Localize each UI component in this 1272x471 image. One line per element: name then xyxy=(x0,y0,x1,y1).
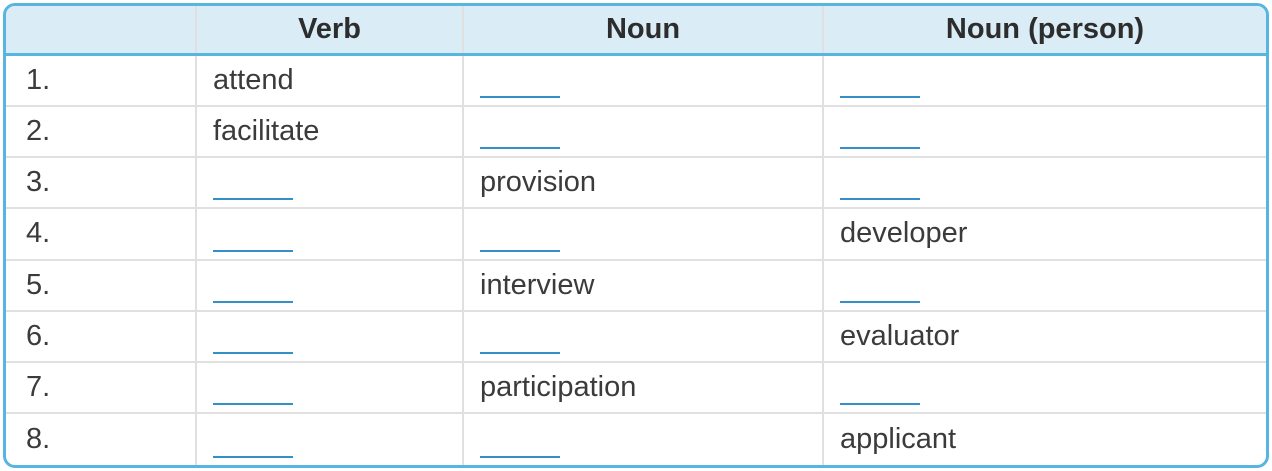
column-header-noun: Noun xyxy=(464,6,824,53)
answer-blank[interactable] xyxy=(480,147,560,150)
row-number: 1. xyxy=(26,64,51,97)
answer-blank[interactable] xyxy=(480,456,560,458)
word-text: participation xyxy=(480,370,637,403)
cell-person xyxy=(824,363,1266,412)
cell-verb xyxy=(197,413,464,465)
cell-person: applicant xyxy=(824,414,1266,465)
word-text: attend xyxy=(213,64,294,97)
table-row: 7. participation xyxy=(6,362,1266,414)
cell-verb xyxy=(197,311,464,361)
column-header-verb: Verb xyxy=(197,6,464,53)
cell-num: 8. xyxy=(6,413,197,465)
row-number: 3. xyxy=(26,166,51,199)
cell-num: 5. xyxy=(6,260,197,310)
answer-blank[interactable] xyxy=(480,96,560,99)
cell-person xyxy=(824,107,1266,156)
answer-blank[interactable] xyxy=(840,96,920,99)
cell-noun xyxy=(464,413,824,465)
word-text: applicant xyxy=(840,422,957,455)
cell-num: 4. xyxy=(6,209,197,259)
cell-noun: participation xyxy=(464,362,824,412)
cell-verb xyxy=(197,260,464,310)
cell-verb: facilitate xyxy=(197,107,464,157)
cell-num: 1. xyxy=(6,56,197,106)
word-text: interview xyxy=(480,268,595,301)
column-header-noun-person: Noun (person) xyxy=(945,13,1145,45)
answer-blank[interactable] xyxy=(213,456,293,458)
cell-num: 2. xyxy=(6,107,197,157)
row-number: 6. xyxy=(26,319,51,352)
table-row: 5. interview xyxy=(6,260,1266,312)
cell-verb xyxy=(197,362,464,412)
word-text: developer xyxy=(840,217,968,250)
row-number: 4. xyxy=(26,217,51,250)
table-row: 2. facilitate xyxy=(6,107,1266,159)
row-number: 2. xyxy=(26,115,51,148)
row-number: 7. xyxy=(26,370,51,403)
cell-num: 6. xyxy=(6,311,197,361)
word-forms-table: Verb Noun Noun (person) 1. attend 2. facili… xyxy=(3,3,1269,468)
cell-noun xyxy=(464,311,824,361)
table-header-row: Verb Noun Noun (person) xyxy=(6,6,1266,56)
answer-blank[interactable] xyxy=(840,300,920,303)
cell-person xyxy=(824,261,1266,310)
answer-blank[interactable] xyxy=(213,198,293,201)
cell-noun: interview xyxy=(464,260,824,310)
cell-noun: provision xyxy=(464,158,824,208)
table-row: 8. applicant xyxy=(6,413,1266,465)
answer-blank[interactable] xyxy=(480,249,560,252)
word-text: evaluator xyxy=(840,319,960,352)
cell-verb xyxy=(197,158,464,208)
answer-blank[interactable] xyxy=(840,147,920,150)
cell-num: 7. xyxy=(6,362,197,412)
answer-blank[interactable] xyxy=(213,249,293,252)
table-row: 3. provision xyxy=(6,158,1266,210)
answer-blank[interactable] xyxy=(840,402,920,405)
answer-blank[interactable] xyxy=(480,351,560,354)
column-header-number xyxy=(6,6,197,53)
cell-noun xyxy=(464,56,824,106)
table-row: 1. attend xyxy=(6,56,1266,108)
table-body: 1. attend 2. facilitate 3. provision 4. develop… xyxy=(6,56,1266,465)
cell-num: 3. xyxy=(6,158,197,208)
row-number: 8. xyxy=(26,422,51,455)
answer-blank[interactable] xyxy=(840,198,920,201)
cell-verb: attend xyxy=(197,56,464,106)
answer-blank[interactable] xyxy=(213,351,293,354)
cell-person xyxy=(824,158,1266,207)
cell-noun xyxy=(464,209,824,259)
word-text: provision xyxy=(480,166,597,199)
table-row: 4. developer xyxy=(6,209,1266,261)
cell-noun xyxy=(464,107,824,157)
cell-person: developer xyxy=(824,209,1266,258)
answer-blank[interactable] xyxy=(213,300,293,303)
cell-verb xyxy=(197,209,464,259)
word-text: facilitate xyxy=(213,115,320,148)
answer-blank[interactable] xyxy=(213,402,293,405)
cell-person: evaluator xyxy=(824,312,1266,361)
row-number: 5. xyxy=(26,268,51,301)
table-row: 6. evaluator xyxy=(6,311,1266,363)
cell-person xyxy=(824,56,1266,105)
